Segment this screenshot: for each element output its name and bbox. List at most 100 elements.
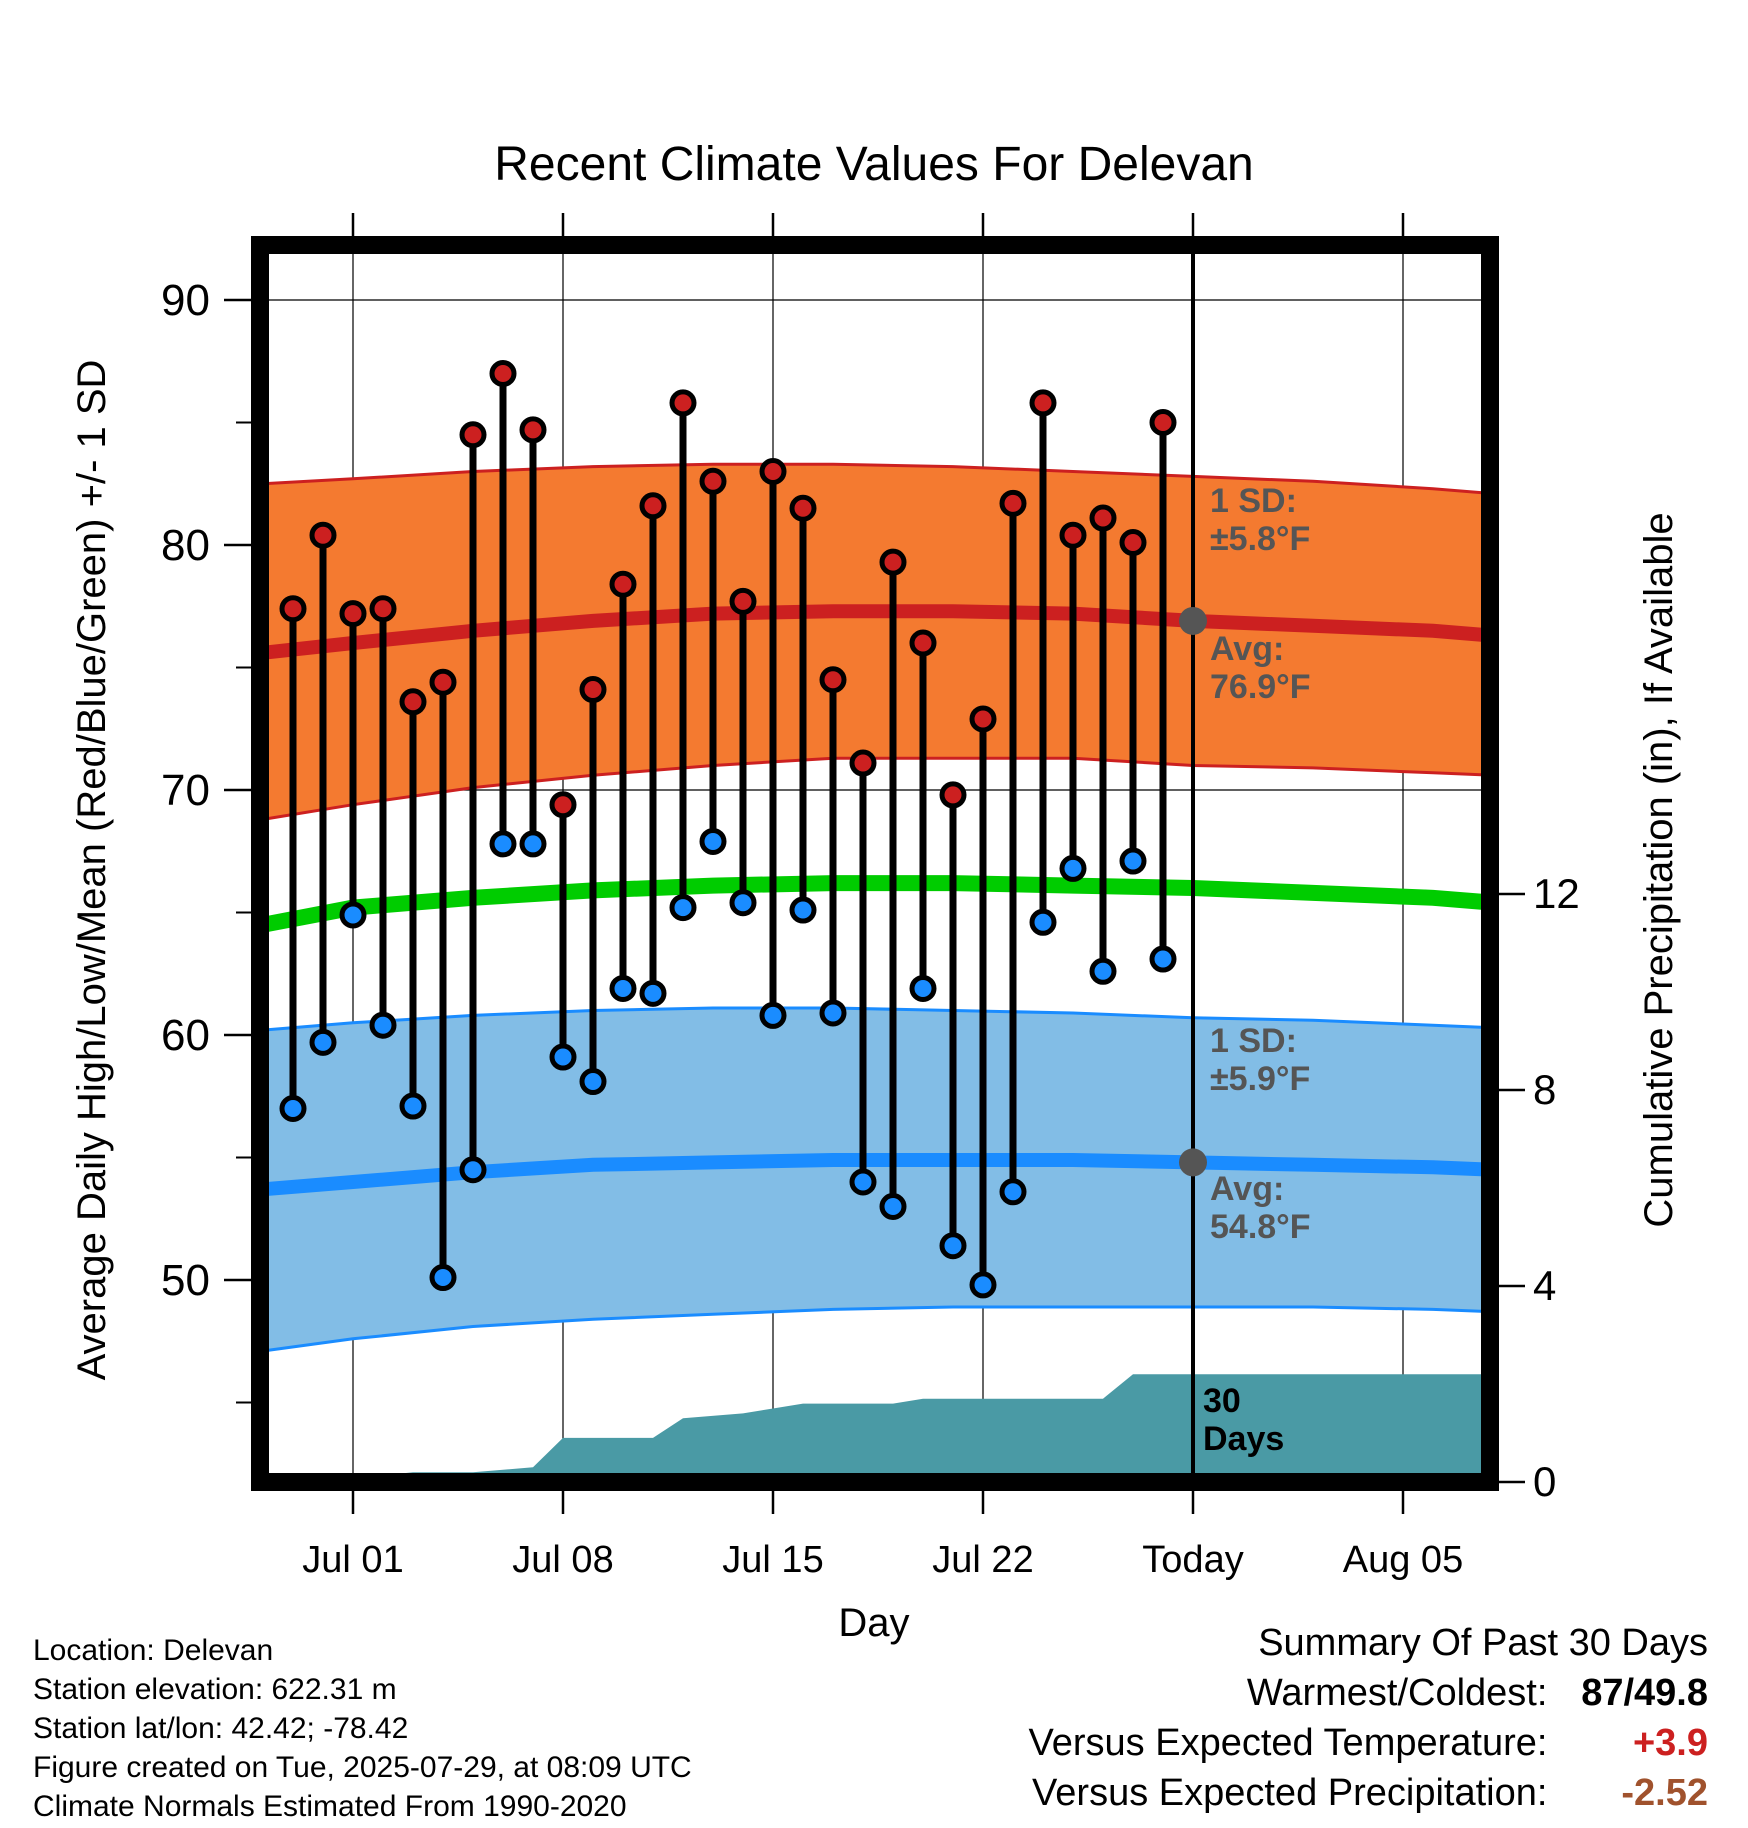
x-tick-label: Aug 05 xyxy=(1343,1539,1463,1581)
y2-tick-label: 8 xyxy=(1533,1066,1556,1113)
daily-high-point xyxy=(999,489,1027,517)
daily-high-point xyxy=(699,467,727,495)
summary-temp-row: Versus Expected Temperature: +3.9 xyxy=(1029,1722,1708,1765)
daily-high-point xyxy=(369,595,397,623)
daily-low-point xyxy=(909,974,937,1002)
daily-high-point xyxy=(579,676,607,704)
daily-high-point xyxy=(939,781,967,809)
daily-low-point xyxy=(399,1092,427,1120)
y-tick-label: 90 xyxy=(161,276,210,325)
y2-tick-label: 12 xyxy=(1533,870,1580,917)
daily-high-point xyxy=(1119,529,1147,557)
daily-low-point xyxy=(489,830,517,858)
annotation-low-sd: 1 SD: ±5.9°F xyxy=(1210,1022,1310,1098)
daily-low-point xyxy=(669,894,697,922)
daily-low-point xyxy=(819,999,847,1027)
y2-tick-label: 0 xyxy=(1533,1458,1556,1505)
chart-title: Recent Climate Values For Delevan xyxy=(494,138,1253,191)
daily-high-point xyxy=(609,570,637,598)
daily-high-point xyxy=(459,421,487,449)
info-latlon: Station lat/lon: 42.42; -78.42 xyxy=(33,1712,409,1745)
daily-high-point xyxy=(1059,521,1087,549)
y-tick-label: 50 xyxy=(161,1256,210,1305)
annotation-period-line: 30 xyxy=(1203,1382,1241,1420)
daily-low-point xyxy=(279,1095,307,1122)
daily-high-point xyxy=(759,458,787,485)
summary-precip-row: Versus Expected Precipitation: -2.52 xyxy=(1032,1772,1708,1815)
daily-high-point xyxy=(519,416,547,444)
annotation-high-avg-line: 76.9°F xyxy=(1210,668,1311,706)
x-axis-label: Day xyxy=(838,1601,909,1645)
daily-high-point xyxy=(879,548,907,576)
y-axis-label: Average Daily High/Low/Mean (Red/Blue/Gr… xyxy=(70,360,114,1381)
daily-low-point xyxy=(609,974,637,1002)
summary-sep: / xyxy=(1623,1672,1635,1714)
daily-low-point xyxy=(459,1156,487,1184)
x-tick-label: Jul 01 xyxy=(302,1539,403,1581)
daily-high-point xyxy=(789,494,817,522)
daily-low-point xyxy=(759,1001,787,1029)
info-normals: Climate Normals Estimated From 1990-2020 xyxy=(33,1790,627,1823)
annotation-period-line: Days xyxy=(1203,1420,1284,1458)
daily-low-point xyxy=(789,896,817,924)
daily-low-point xyxy=(1059,854,1087,882)
y-tick-label: 80 xyxy=(161,521,210,570)
plot-area: 1 SD: ±5.8°F Avg: 76.9°F 1 SD: ±5.9°F Avg: 54.8… xyxy=(161,213,1580,1581)
high-sd-band-upper-edge xyxy=(262,462,1490,495)
summary-title: Summary Of Past 30 Days xyxy=(1258,1622,1708,1664)
daily-low-point xyxy=(939,1232,967,1260)
daily-high-point xyxy=(909,629,937,657)
daily-low-point xyxy=(639,979,667,1007)
precip-area xyxy=(263,1374,1490,1482)
daily-low-point xyxy=(729,889,757,917)
daily-high-point xyxy=(339,600,367,628)
low-sd-band xyxy=(263,1008,1490,1351)
info-location: Location: Delevan xyxy=(33,1634,274,1667)
summary-warm-cold-value: 87/49.8 xyxy=(1558,1672,1708,1715)
x-tick-label: Jul 08 xyxy=(512,1539,613,1581)
x-tick-label: Jul 22 xyxy=(932,1539,1033,1581)
annotation-high-sd-line: 1 SD: xyxy=(1210,482,1297,520)
daily-low-point xyxy=(579,1068,607,1096)
summary-precip-label: Versus Expected Precipitation: xyxy=(1032,1772,1548,1814)
summary-temp-label: Versus Expected Temperature: xyxy=(1028,1722,1548,1764)
daily-high-point xyxy=(1149,409,1177,436)
daily-low-point xyxy=(549,1043,577,1071)
x-tick-label: Today xyxy=(1142,1539,1243,1581)
daily-high-point xyxy=(819,666,847,694)
daily-low-point xyxy=(969,1271,997,1299)
daily-high-point xyxy=(399,688,427,716)
summary-warm-cold-row: Warmest/Coldest: 87/49.8 xyxy=(1247,1672,1708,1715)
y-tick-label: 70 xyxy=(161,766,210,815)
summary-warm-cold-label: Warmest/Coldest: xyxy=(1246,1672,1548,1714)
daily-high-point xyxy=(309,521,337,549)
x-tick-label: Jul 15 xyxy=(722,1539,823,1581)
info-created: Figure created on Tue, 2025-07-29, at 08… xyxy=(33,1751,692,1784)
daily-low-point xyxy=(699,827,727,855)
daily-high-point xyxy=(489,360,517,387)
daily-low-point xyxy=(999,1178,1027,1206)
daily-high-point xyxy=(969,705,997,733)
annotation-period: 30 Days xyxy=(1203,1382,1284,1458)
y-tick-label: 60 xyxy=(161,1011,210,1060)
daily-low-point xyxy=(1089,957,1117,985)
daily-low-point xyxy=(429,1264,457,1292)
low-sd-band-lower-edge xyxy=(262,1305,1490,1353)
annotation-high-sd-line: ±5.8°F xyxy=(1210,520,1310,558)
daily-high-point xyxy=(669,389,697,417)
annotation-high-avg-line: Avg: xyxy=(1210,630,1284,668)
annotation-low-sd-line: ±5.9°F xyxy=(1210,1060,1310,1098)
plot-inner: 1 SD: ±5.8°F Avg: 76.9°F 1 SD: ±5.9°F Avg: 54.8… xyxy=(260,245,1490,1482)
annotation-low-avg-line: 54.8°F xyxy=(1210,1208,1311,1246)
daily-low-point xyxy=(369,1011,397,1039)
daily-high-point xyxy=(549,791,577,819)
today-low-avg-marker xyxy=(1179,1148,1207,1177)
summary-precip-value: -2.52 xyxy=(1621,1772,1708,1814)
daily-low-point xyxy=(849,1168,877,1196)
y2-axis-label: Cumulative Precipitation (in), If Availa… xyxy=(1637,512,1681,1227)
daily-high-point xyxy=(429,668,457,696)
annotation-high-avg: Avg: 76.9°F xyxy=(1210,630,1311,706)
daily-high-point xyxy=(279,595,307,623)
daily-low-point xyxy=(1029,908,1057,936)
